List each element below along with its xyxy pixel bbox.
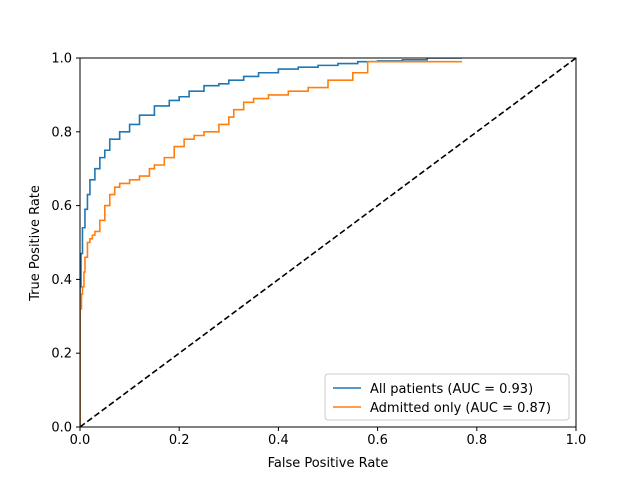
legend-label: All patients (AUC = 0.93) bbox=[370, 382, 533, 397]
x-tick-label: 0.8 bbox=[466, 433, 487, 448]
series-lines bbox=[80, 58, 576, 427]
y-axis-label: True Positive Rate bbox=[28, 185, 43, 302]
series-line-admitted-only bbox=[80, 60, 462, 427]
plot-frame bbox=[79, 57, 577, 428]
y-tick-label: 0.6 bbox=[51, 199, 72, 214]
legend-label: Admitted only (AUC = 0.87) bbox=[370, 401, 551, 416]
y-axis-ticks: 0.0 0.2 0.4 0.6 0.8 1.0 bbox=[51, 52, 80, 436]
x-axis-ticks: 0.0 0.2 0.4 0.6 0.8 1.0 bbox=[70, 427, 587, 448]
plot-area bbox=[79, 57, 577, 428]
y-tick-label: 0.0 bbox=[51, 421, 72, 436]
x-axis-label: False Positive Rate bbox=[268, 456, 389, 471]
x-tick-label: 0.6 bbox=[367, 433, 388, 448]
series-line-chance-diagonal bbox=[80, 58, 576, 427]
x-tick-label: 0.4 bbox=[268, 433, 289, 448]
y-tick-label: 0.8 bbox=[51, 125, 72, 140]
x-tick-label: 1.0 bbox=[566, 433, 587, 448]
series-line-all-patients bbox=[80, 58, 462, 427]
x-tick-label: 0.2 bbox=[169, 433, 190, 448]
legend-box bbox=[324, 373, 570, 421]
x-tick-label: 0.0 bbox=[70, 433, 91, 448]
legend: All patients (AUC = 0.93) Admitted only (… bbox=[324, 373, 570, 421]
y-tick-label: 0.4 bbox=[51, 273, 72, 288]
y-tick-label: 0.2 bbox=[51, 347, 72, 362]
y-tick-label: 1.0 bbox=[51, 52, 72, 67]
